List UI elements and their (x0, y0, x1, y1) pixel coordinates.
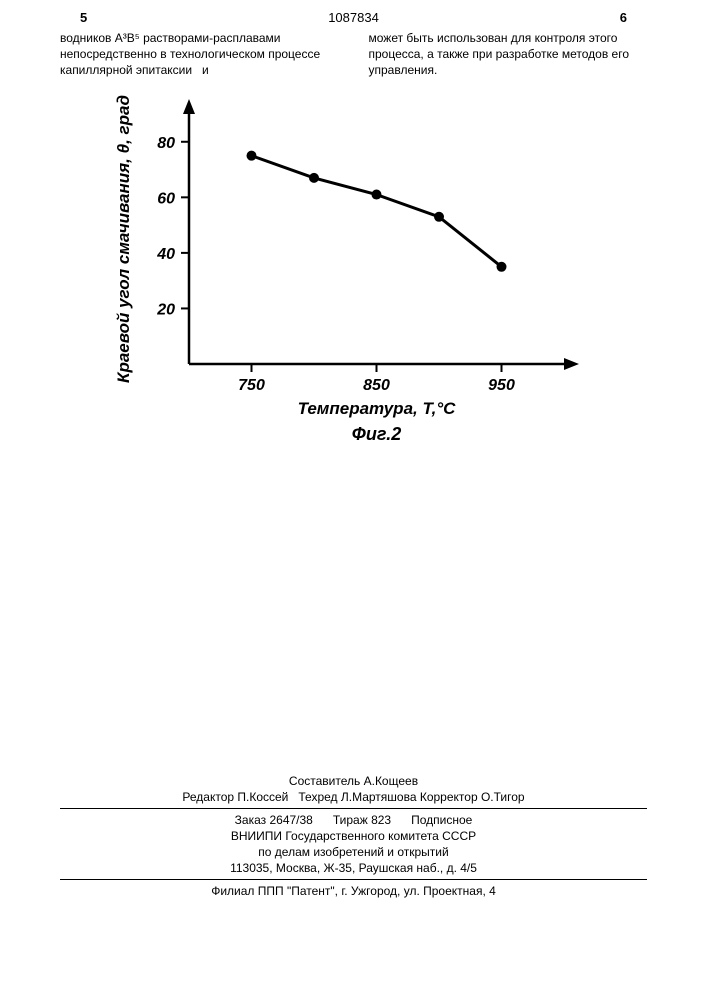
footer-order-line: Заказ 2647/38 Тираж 823 Подписное (60, 813, 647, 827)
chart-svg: 20 40 60 80 750 850 950 Температура, T,°C Фиг.2 К… (94, 94, 614, 454)
page-number-right: 6 (620, 10, 627, 25)
document-number: 1087834 (328, 10, 379, 25)
svg-text:Фиг.2: Фиг.2 (351, 424, 400, 444)
footer-composer: Составитель А.Кощеев (60, 774, 647, 788)
svg-text:750: 750 (238, 377, 265, 394)
svg-text:850: 850 (363, 377, 390, 394)
svg-text:950: 950 (488, 377, 515, 394)
footer-org2: по делам изобретений и открытий (60, 845, 647, 859)
left-column: водников A³B⁵ растворами-расплавами непо… (60, 30, 339, 79)
footer-branch: Филиал ППП "Патент", г. Ужгород, ул. Про… (60, 884, 647, 898)
footer-block: Составитель А.Кощеев Редактор П.Коссей Т… (60, 772, 647, 900)
footer-rule-2 (60, 879, 647, 880)
right-column: может быть использован для контроля этог… (369, 30, 648, 79)
svg-text:60: 60 (157, 190, 175, 207)
footer-editor-line: Редактор П.Коссей Техред Л.Мартяшова Кор… (60, 790, 647, 804)
svg-text:Краевой угол смачивания, θ, гр: Краевой угол смачивания, θ, град (114, 95, 133, 383)
figure-2-chart: 20 40 60 80 750 850 950 Температура, T,°C Фиг.2 К… (94, 94, 614, 454)
page-number-left: 5 (80, 10, 87, 25)
footer-addr1: 113035, Москва, Ж-35, Раушская наб., д. … (60, 861, 647, 875)
svg-text:40: 40 (156, 245, 175, 262)
footer-org1: ВНИИПИ Государственного комитета СССР (60, 829, 647, 843)
svg-text:80: 80 (157, 134, 175, 151)
body-text: водников A³B⁵ растворами-расплавами непо… (0, 25, 707, 79)
footer-rule-1 (60, 808, 647, 809)
svg-text:20: 20 (156, 301, 175, 318)
svg-text:Температура, T,°C: Температура, T,°C (297, 399, 456, 418)
